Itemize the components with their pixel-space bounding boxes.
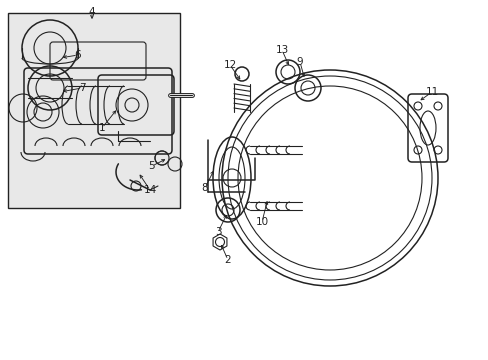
Text: 9: 9 [296, 57, 303, 67]
Text: 12: 12 [223, 60, 236, 70]
Text: 2: 2 [224, 255, 231, 265]
Text: 10: 10 [255, 217, 268, 227]
Text: 5: 5 [148, 161, 155, 171]
Text: 8: 8 [201, 183, 208, 193]
Text: 13: 13 [275, 45, 288, 55]
Text: 3: 3 [214, 227, 221, 237]
Text: 6: 6 [75, 50, 81, 60]
Text: 1: 1 [99, 123, 105, 133]
Text: 7: 7 [79, 83, 85, 93]
Bar [8, 13, 180, 208]
Text: 11: 11 [425, 87, 438, 97]
Text: 14: 14 [143, 185, 156, 195]
Text: 4: 4 [88, 7, 95, 17]
